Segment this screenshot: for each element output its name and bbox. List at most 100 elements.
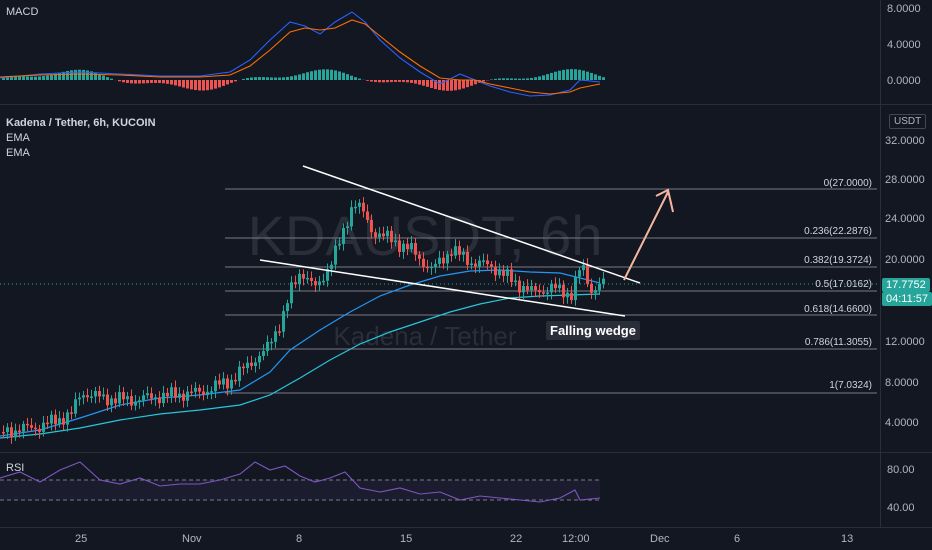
macd-bar	[398, 80, 401, 82]
candle-body	[210, 391, 213, 393]
candle-body	[406, 243, 409, 250]
candle-body	[502, 270, 505, 276]
candle-body	[390, 230, 393, 243]
macd-bar	[462, 80, 465, 89]
macd-bar	[2, 76, 5, 80]
macd-bar	[182, 80, 185, 88]
macd-bar	[574, 69, 577, 80]
macd-bar	[358, 78, 361, 80]
macd-bar	[394, 80, 397, 82]
macd-bar	[510, 78, 513, 80]
macd-bar	[550, 72, 553, 80]
candle-body	[238, 366, 241, 382]
fib-label-05: 0.5(17.0162)	[815, 279, 872, 290]
macd-bar	[578, 69, 581, 80]
candle-body	[362, 202, 365, 212]
macd-bar	[118, 80, 121, 82]
wedge-lower-line[interactable]	[259, 259, 626, 317]
macd-bar	[242, 78, 245, 80]
candle-body	[22, 423, 25, 432]
macd-bar	[98, 73, 101, 80]
candle-body	[358, 202, 361, 207]
candle-body	[562, 284, 565, 298]
macd-bar	[206, 80, 209, 91]
main-axis-32: 32.0000	[885, 135, 925, 147]
candle-body	[274, 331, 277, 342]
macd-bar	[258, 77, 261, 80]
time-label-13: 13	[841, 533, 854, 545]
macd-bar	[430, 80, 433, 89]
candle-body	[458, 246, 461, 255]
falling-wedge-label[interactable]: Falling wedge	[546, 321, 640, 340]
candle-body	[70, 412, 73, 414]
macd-bar	[10, 75, 13, 80]
macd-bar	[534, 77, 537, 80]
candle-body	[110, 398, 113, 406]
macd-bar	[418, 80, 421, 85]
main-axis-8: 8.0000	[885, 377, 919, 389]
macd-bar	[18, 75, 21, 80]
projection-arrow[interactable]	[623, 188, 674, 281]
wedge-upper-line[interactable]	[302, 165, 641, 284]
macd-bar	[434, 80, 437, 90]
candle-body	[414, 243, 417, 255]
rsi-label[interactable]: RSI	[6, 462, 25, 474]
macd-bar	[70, 70, 73, 80]
macd-bar	[222, 80, 225, 86]
candle-body	[426, 266, 429, 269]
candle-body	[306, 277, 309, 280]
candle-body	[2, 432, 5, 434]
candle-body	[386, 230, 389, 237]
candle-body	[570, 292, 573, 301]
macd-bar	[374, 80, 377, 83]
macd-bar	[306, 72, 309, 80]
candle-body	[478, 260, 481, 267]
macd-bar	[26, 76, 29, 80]
time-label-nov: Nov	[182, 533, 202, 545]
candle-body	[218, 380, 221, 385]
candle-body	[558, 284, 561, 289]
macd-bar	[78, 69, 81, 80]
macd-bar	[570, 69, 573, 80]
macd-bar	[390, 80, 393, 83]
macd-bar	[442, 80, 445, 91]
macd-bar	[102, 75, 105, 80]
candle-body	[370, 219, 373, 233]
candle-body	[174, 387, 177, 398]
macd-bar	[450, 80, 453, 91]
macd-bar	[54, 73, 57, 80]
candle-body	[246, 362, 249, 369]
macd-bar	[310, 71, 313, 80]
time-label-15: 15	[400, 533, 413, 545]
ema-fast-label[interactable]: EMA	[6, 132, 30, 144]
macd-bar	[202, 80, 205, 91]
macd-bar	[542, 75, 545, 80]
macd-bar	[546, 74, 549, 80]
macd-bar	[226, 80, 229, 85]
candle-body	[490, 264, 493, 267]
candle-body	[582, 265, 585, 271]
candle-body	[82, 395, 85, 398]
macd-bar	[474, 80, 477, 85]
symbol-title[interactable]: Kadena / Tether, 6h, KUCOIN	[6, 117, 156, 129]
rsi-axis-40: 40.00	[887, 502, 915, 514]
candle-body	[310, 277, 313, 282]
macd-axis-0: 0.0000	[887, 75, 921, 87]
macd-bar	[598, 75, 601, 80]
candle-body	[602, 278, 605, 285]
ema-slow-label[interactable]: EMA	[6, 147, 30, 159]
macd-bar	[562, 69, 565, 80]
candle-body	[182, 393, 185, 401]
candle-body	[394, 240, 397, 243]
candle-body	[250, 362, 253, 366]
candle-body	[454, 246, 457, 256]
macd-bar	[602, 77, 605, 80]
macd-label[interactable]: MACD	[6, 6, 39, 18]
main-axis-12: 12.0000	[885, 336, 925, 348]
macd-bar	[106, 77, 109, 80]
candle-body	[214, 380, 217, 392]
candle-body	[290, 282, 293, 304]
candle-body	[242, 366, 245, 369]
currency-badge[interactable]: USDT	[889, 114, 927, 129]
